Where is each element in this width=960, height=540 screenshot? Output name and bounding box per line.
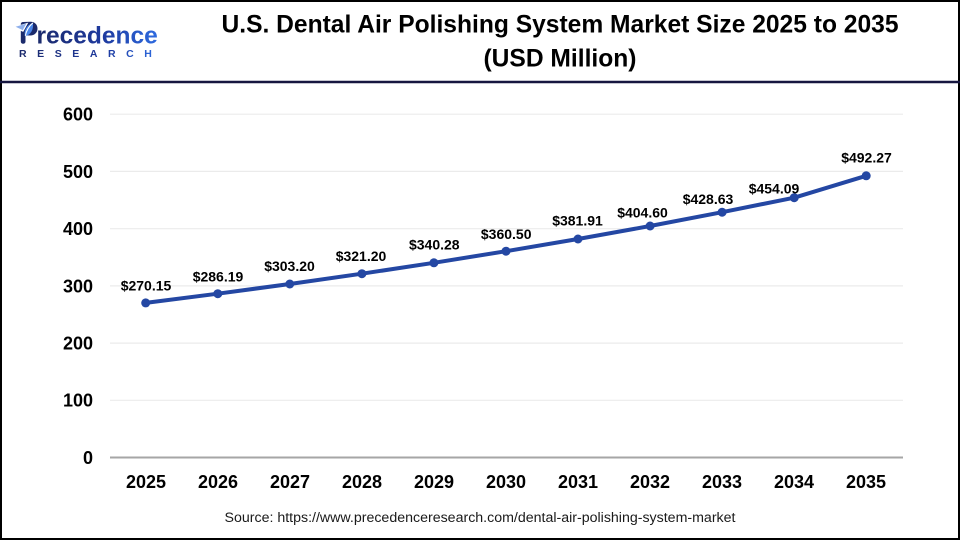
svg-text:2033: 2033	[702, 472, 742, 492]
svg-text:2030: 2030	[486, 472, 526, 492]
svg-text:(USD Million): (USD Million)	[483, 46, 636, 73]
svg-text:U.S. Dental Air Polishing Syst: U.S. Dental Air Polishing System Market …	[221, 12, 898, 39]
svg-text:2032: 2032	[630, 472, 670, 492]
svg-text:2031: 2031	[558, 472, 598, 492]
svg-text:2028: 2028	[342, 472, 382, 492]
svg-text:$321.20: $321.20	[336, 248, 387, 264]
svg-text:600: 600	[63, 105, 93, 125]
svg-text:$381.91: $381.91	[552, 212, 603, 228]
svg-text:2025: 2025	[126, 472, 166, 492]
svg-text:Source: https://www.precedence: Source: https://www.precedenceresearch.c…	[225, 510, 736, 526]
svg-text:100: 100	[63, 391, 93, 411]
svg-text:300: 300	[63, 276, 93, 296]
svg-text:$303.20: $303.20	[264, 258, 315, 274]
svg-text:RESEARCH: RESEARCH	[19, 48, 162, 60]
svg-text:$428.63: $428.63	[683, 191, 734, 207]
svg-text:200: 200	[63, 334, 93, 354]
svg-text:0: 0	[83, 448, 93, 468]
svg-text:recedence: recedence	[37, 23, 158, 50]
svg-text:2029: 2029	[414, 472, 454, 492]
svg-text:2027: 2027	[270, 472, 310, 492]
svg-text:2026: 2026	[198, 472, 238, 492]
svg-text:500: 500	[63, 162, 93, 182]
svg-text:$404.60: $404.60	[617, 205, 668, 221]
svg-text:$454.09: $454.09	[749, 180, 800, 196]
svg-text:2034: 2034	[774, 472, 814, 492]
svg-text:$360.50: $360.50	[481, 226, 532, 242]
svg-text:$270.15: $270.15	[121, 277, 172, 293]
svg-text:$286.19: $286.19	[193, 269, 244, 285]
svg-text:400: 400	[63, 219, 93, 239]
svg-text:2035: 2035	[846, 472, 886, 492]
svg-text:$340.28: $340.28	[409, 237, 460, 253]
svg-text:$492.27: $492.27	[841, 150, 892, 166]
